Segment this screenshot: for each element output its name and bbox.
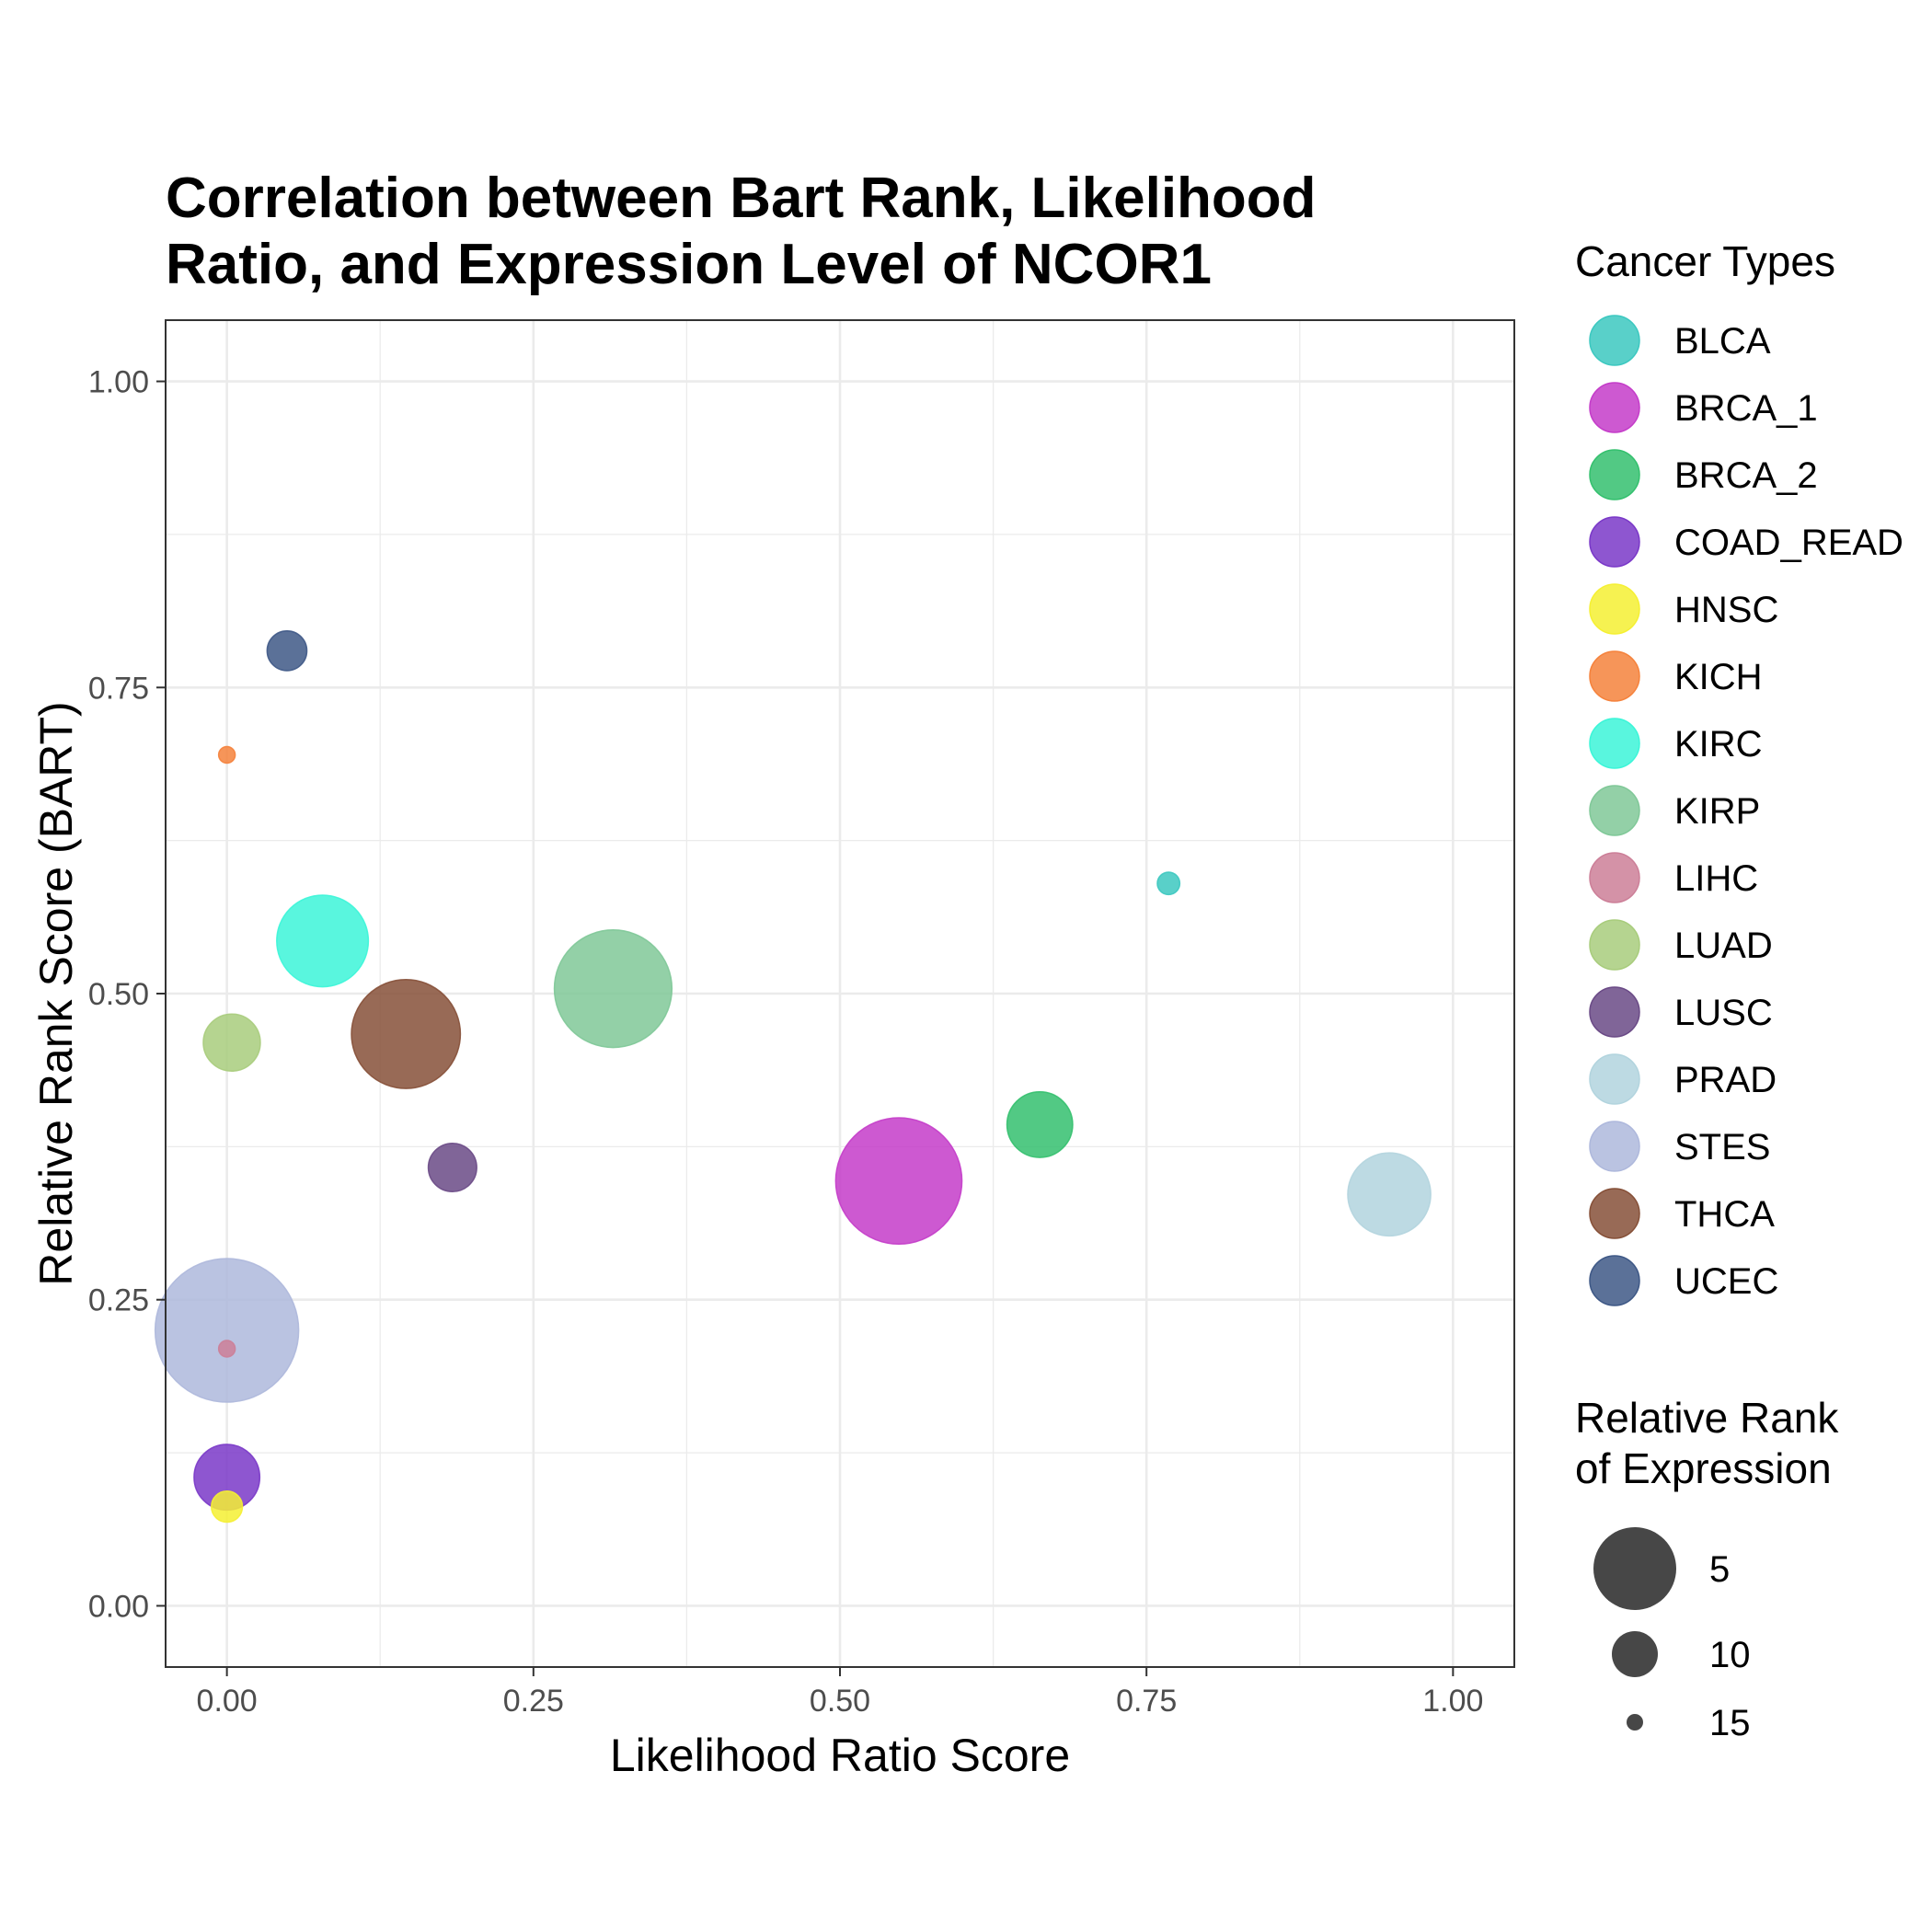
x-axis-title: Likelihood Ratio Score bbox=[610, 1730, 1070, 1781]
y-axis-title: Relative Rank Score (BART) bbox=[30, 701, 82, 1285]
size-legend-title-line-1: Relative Rank bbox=[1575, 1394, 1839, 1442]
y-tick-label: 0.00 bbox=[88, 1589, 149, 1624]
legend-swatch-coad-read bbox=[1589, 516, 1640, 568]
legend-swatch-brca-1 bbox=[1589, 382, 1640, 433]
size-legend-label: 10 bbox=[1709, 1635, 1751, 1675]
legend-label-kirp: KIRP bbox=[1674, 791, 1760, 832]
x-tick-label: 0.00 bbox=[197, 1684, 258, 1719]
point-luad bbox=[202, 1013, 261, 1072]
point-stes bbox=[154, 1258, 300, 1403]
legend-swatch-lihc bbox=[1589, 852, 1640, 903]
x-tick-label: 0.50 bbox=[810, 1684, 870, 1719]
legend-label-lusc: LUSC bbox=[1674, 993, 1773, 1033]
legend-swatch-kirc bbox=[1589, 718, 1640, 769]
legend-label-blca: BLCA bbox=[1674, 321, 1771, 362]
point-ucec bbox=[266, 629, 308, 672]
legend-swatch-brca-2 bbox=[1589, 449, 1640, 500]
point-brca-1 bbox=[834, 1117, 963, 1245]
point-kirc bbox=[276, 894, 370, 988]
legend-swatch-kich bbox=[1589, 650, 1640, 702]
legend-swatch-lusc bbox=[1589, 986, 1640, 1038]
legend-swatch-ucec bbox=[1589, 1255, 1640, 1306]
grid bbox=[166, 320, 1514, 1667]
y-tick-label: 1.00 bbox=[88, 365, 149, 400]
legend-label-coad-read: COAD_READ bbox=[1674, 523, 1903, 563]
legend-swatch-blca bbox=[1589, 315, 1640, 366]
x-tick-label: 1.00 bbox=[1422, 1684, 1483, 1719]
legend-label-luad: LUAD bbox=[1674, 926, 1773, 966]
legend-swatch-luad bbox=[1589, 919, 1640, 971]
x-tick-label: 0.75 bbox=[1116, 1684, 1177, 1719]
y-tick-label: 0.25 bbox=[88, 1283, 149, 1318]
size-legend-label: 15 bbox=[1709, 1703, 1751, 1743]
legend-swatch-hnsc bbox=[1589, 583, 1640, 635]
legend-label-lihc: LIHC bbox=[1674, 858, 1758, 899]
size-legend: 5 10 15 bbox=[1593, 1527, 1751, 1743]
point-blca bbox=[1156, 871, 1181, 896]
legend-label-stes: STES bbox=[1674, 1127, 1770, 1167]
size-legend-swatch bbox=[1593, 1527, 1676, 1610]
x-tick-label: 0.25 bbox=[503, 1684, 564, 1719]
point-lihc bbox=[217, 1340, 236, 1358]
legend-label-kich: KICH bbox=[1674, 657, 1763, 697]
legend-swatch-thca bbox=[1589, 1188, 1640, 1239]
color-legend: BLCA BRCA_1 BRCA_2 COAD_READ HNSC KICH KIRC KIR… bbox=[1589, 315, 1903, 1306]
point-brca-2 bbox=[1006, 1090, 1074, 1158]
point-kich bbox=[217, 745, 236, 765]
size-legend-swatch bbox=[1627, 1714, 1643, 1731]
legend-swatch-stes bbox=[1589, 1121, 1640, 1172]
legend-label-kirc: KIRC bbox=[1674, 724, 1763, 765]
point-kirp bbox=[553, 929, 673, 1049]
legend-label-hnsc: HNSC bbox=[1674, 590, 1778, 630]
axis-ticks: 0.00 0.25 0.50 0.75 1.00 0.00 0.25 0.50 0.75 1.00 bbox=[88, 365, 1484, 1719]
color-legend-title: Cancer Types bbox=[1575, 237, 1835, 285]
size-legend-label: 5 bbox=[1709, 1549, 1730, 1590]
chart-title-line-1: Correlation between Bart Rank, Likelihoo… bbox=[166, 167, 1317, 230]
size-legend-title-line-2: of Expression bbox=[1575, 1444, 1832, 1492]
legend-label-prad: PRAD bbox=[1674, 1060, 1777, 1100]
legend-label-brca-2: BRCA_2 bbox=[1674, 455, 1818, 496]
data-points bbox=[154, 629, 1432, 1524]
chart-title-line-2: Ratio, and Expression Level of NCOR1 bbox=[166, 233, 1212, 296]
point-thca bbox=[351, 978, 462, 1089]
point-lusc bbox=[427, 1142, 477, 1193]
size-legend-swatch bbox=[1612, 1631, 1658, 1677]
y-tick-label: 0.75 bbox=[88, 671, 149, 706]
legend-swatch-kirp bbox=[1589, 785, 1640, 836]
legend-swatch-prad bbox=[1589, 1053, 1640, 1105]
legend-label-ucec: UCEC bbox=[1674, 1261, 1778, 1302]
y-tick-label: 0.50 bbox=[88, 977, 149, 1012]
point-hnsc bbox=[210, 1490, 244, 1524]
legend-label-thca: THCA bbox=[1674, 1194, 1775, 1235]
point-prad bbox=[1347, 1152, 1432, 1237]
legend-label-brca-1: BRCA_1 bbox=[1674, 388, 1818, 429]
